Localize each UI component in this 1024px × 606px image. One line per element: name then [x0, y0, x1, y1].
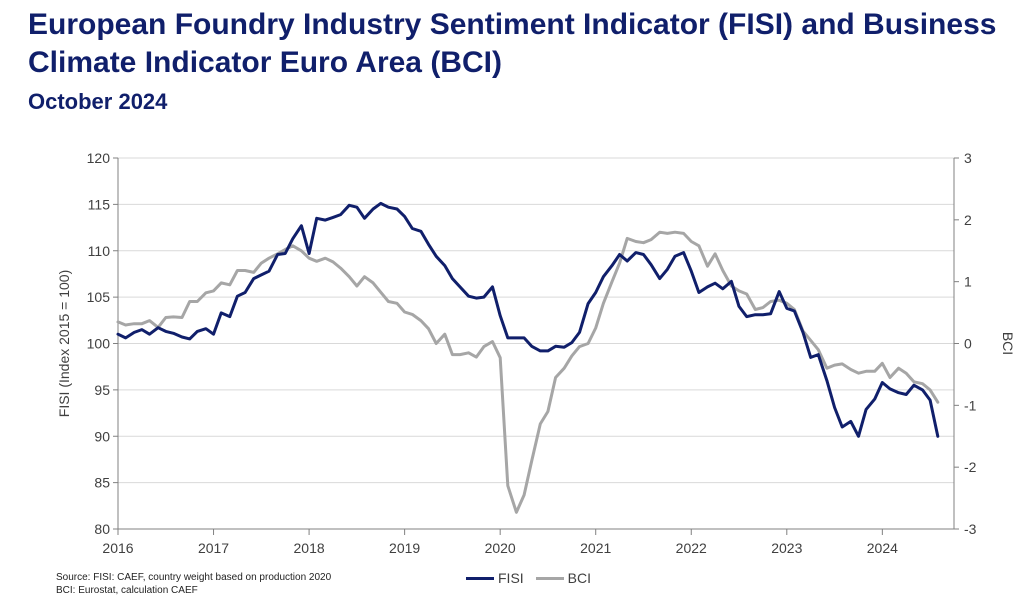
y-tick-label: 110 [88, 243, 111, 259]
y2-tick-label: 2 [964, 212, 972, 228]
series-line-fisi [116, 201, 940, 438]
legend-label-bci: BCI [567, 570, 592, 586]
source-line-1: Source: FISI: CAEF, country weight based… [56, 572, 332, 583]
y2-tick-label: -1 [964, 397, 977, 413]
legend-swatch-bci [535, 576, 564, 580]
y-tick-label: 85 [94, 475, 110, 491]
x-tick-label: 2017 [198, 540, 229, 556]
x-tick-label: 2022 [676, 540, 707, 556]
chart-title: European Foundry Industry Sentiment Indi… [28, 8, 997, 79]
legend-swatch-fisi [466, 576, 494, 580]
y-tick-label: 80 [94, 521, 110, 537]
y-tick-label: 120 [87, 150, 111, 166]
y2-tick-label: 1 [964, 274, 972, 290]
x-tick-label: 2020 [485, 540, 516, 556]
source-line-2: BCI: Eurostat, calculation CAEF [56, 585, 198, 596]
y-tick-label: 95 [94, 382, 110, 398]
series-line-bci [116, 230, 940, 514]
y-axis-title: FISI (Index 2015 = 100) [56, 270, 72, 417]
y-tick-label: 90 [94, 428, 110, 444]
x-tick-label: 2018 [294, 540, 325, 556]
y2-tick-label: 3 [964, 150, 972, 166]
source-note: Source: FISI: CAEF, country weight based… [56, 571, 331, 597]
y-tick-label: 115 [88, 196, 111, 212]
y2-axis-title: BCI [1000, 332, 1016, 355]
x-tick-label: 2021 [580, 540, 611, 556]
y2-tick-label: -3 [964, 521, 977, 537]
y2-tick-label: 0 [964, 336, 972, 352]
x-tick-label: 2023 [771, 540, 802, 556]
y-tick-label: 100 [87, 336, 111, 352]
legend-label-fisi: FISI [498, 570, 524, 586]
legend-item-bci: BCI [535, 570, 592, 586]
x-tick-label: 2024 [867, 540, 898, 556]
chart-legend: FISI BCI [466, 570, 603, 586]
x-tick-label: 2019 [389, 540, 420, 556]
x-tick-label: 2016 [102, 540, 133, 556]
y2-tick-label: -2 [964, 459, 977, 475]
legend-item-fisi: FISI [466, 570, 524, 586]
chart-subtitle: October 2024 [28, 89, 168, 114]
y-tick-label: 105 [87, 289, 111, 305]
